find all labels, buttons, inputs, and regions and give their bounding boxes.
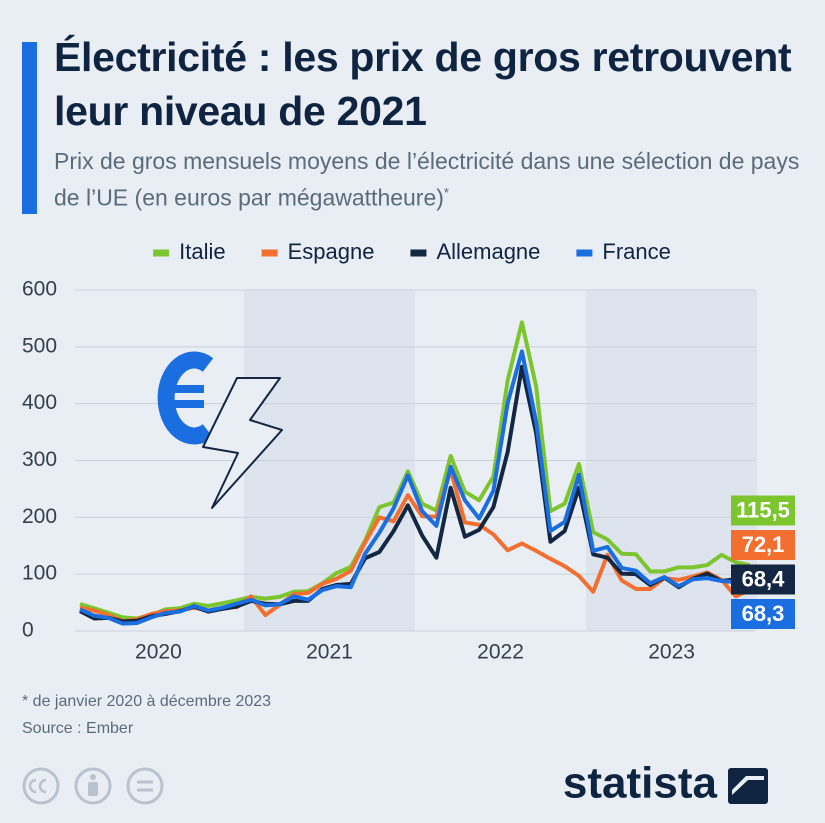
subtitle-text: Prix de gros mensuels moyens de l’électr…: [54, 148, 800, 211]
end-label-text: 72,1: [742, 532, 785, 557]
y-tick-label: 600: [22, 278, 57, 301]
end-label: 68,3: [731, 599, 795, 629]
by-icon: [74, 767, 112, 805]
axis: 2020 2021 2022 2023 0 100 200 300 400 500 600: [22, 278, 695, 664]
logo-mark: [732, 776, 764, 795]
legend-label: Espagne: [288, 239, 375, 264]
end-label-box: [731, 564, 795, 595]
header: Électricité : les prix de gros retrouven…: [54, 30, 819, 214]
license-icons: [22, 767, 164, 805]
y-tick-label: 500: [22, 334, 57, 357]
legend: Italie Espagne Allemagne France: [153, 239, 671, 264]
legend-label: France: [602, 239, 670, 264]
end-label-box: [731, 495, 795, 526]
end-label-text: 68,4: [742, 566, 786, 591]
series-line: [79, 320, 751, 621]
subtitle-note: *: [443, 185, 449, 200]
legend-label: Allemagne: [436, 239, 540, 264]
cc-icon: [22, 767, 60, 805]
source: Source : Ember: [22, 720, 134, 737]
footnote: * de janvier 2020 à décembre 2023: [22, 693, 271, 710]
chart-subtitle: Prix de gros mensuels moyens de l’électr…: [54, 146, 819, 214]
cc-glyph: [28, 778, 47, 794]
y-tick-label: 100: [22, 562, 57, 585]
euro-bar: [164, 400, 204, 408]
series-line: [79, 349, 752, 626]
chart-title: Électricité : les prix de gros retrouven…: [54, 34, 792, 134]
y-tick-label: 0: [22, 619, 34, 642]
y-tick-label: 200: [22, 505, 57, 528]
end-label-box: [731, 530, 795, 560]
logo-box: [728, 768, 768, 804]
x-tick-label: 2021: [306, 641, 353, 664]
euro-icon: [157, 351, 283, 509]
y-tick-label: 300: [22, 448, 57, 471]
x-tick-label: 2020: [135, 641, 182, 664]
legend-item: Espagne: [261, 239, 375, 264]
legend-item: Italie: [153, 239, 226, 264]
legend-item: Allemagne: [410, 239, 540, 264]
legend-label: Italie: [179, 239, 225, 264]
brand: statista: [563, 759, 718, 808]
end-label: 115,5: [731, 495, 795, 526]
lightning-bolt: [202, 377, 283, 509]
x-tick-label: 2023: [648, 641, 695, 664]
by-body: [88, 782, 98, 796]
end-label-text: 115,5: [736, 497, 790, 522]
lines: [79, 320, 752, 626]
euro-bar: [164, 385, 204, 393]
end-label-text: 68,3: [742, 601, 785, 626]
y-tick-label: 400: [22, 391, 57, 414]
brand-logo: [728, 768, 768, 804]
end-label: 68,4: [731, 564, 795, 595]
end-labels: 68,3 68,4 72,1 115,5: [731, 495, 795, 629]
end-label-box: [731, 599, 795, 629]
euro-arc: [157, 351, 214, 445]
end-label: 72,1: [731, 530, 795, 560]
by-head: [90, 774, 96, 780]
legend-item: France: [576, 239, 671, 264]
title-bar: [22, 42, 37, 214]
nd-icon: [126, 767, 164, 805]
x-tick-label: 2022: [477, 641, 524, 664]
